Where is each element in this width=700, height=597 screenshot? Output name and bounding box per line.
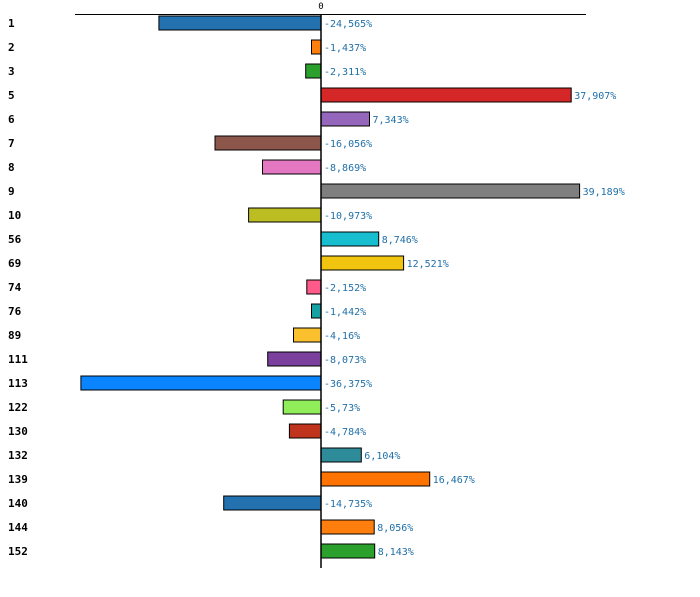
value-label-1: -24,565% [324, 19, 372, 30]
bar-132 [320, 447, 362, 463]
bar-74 [306, 279, 322, 295]
category-label-74: 74 [8, 281, 22, 294]
category-label-89: 89 [8, 329, 21, 342]
value-label-69: 12,521% [407, 259, 449, 270]
value-label-3: -2,311% [324, 67, 366, 78]
category-label-8: 8 [8, 161, 15, 174]
bar-130 [288, 423, 322, 439]
labels-layer: 1 -24,565% 2 -1,437% 3 -2,311% 5 37,907% 6 7,343%… [8, 17, 625, 558]
bar-5 [320, 87, 572, 103]
value-label-89: -4,16% [324, 331, 360, 342]
bar-152 [320, 543, 376, 559]
bar-76 [311, 303, 322, 319]
value-label-56: 8,746% [382, 235, 418, 246]
bar-9 [320, 183, 581, 199]
value-label-2: -1,437% [324, 43, 366, 54]
bar-10 [248, 207, 322, 223]
bar-113 [80, 375, 322, 391]
category-label-10: 10 [8, 209, 21, 222]
category-label-132: 132 [8, 449, 28, 462]
category-label-2: 2 [8, 41, 15, 54]
category-label-69: 69 [8, 257, 21, 270]
bar-122 [282, 399, 322, 415]
bar-1 [158, 15, 322, 31]
bar-144 [320, 519, 375, 535]
value-label-9: 39,189% [583, 187, 625, 198]
bar-3 [305, 63, 322, 79]
value-label-113: -36,375% [324, 379, 372, 390]
value-label-7: -16,056% [324, 139, 372, 150]
category-label-5: 5 [8, 89, 15, 102]
value-label-10: -10,973% [324, 211, 372, 222]
category-label-152: 152 [8, 545, 28, 558]
category-label-1: 1 [8, 17, 15, 30]
bar-139 [320, 471, 431, 487]
value-label-140: -14,735% [324, 499, 372, 510]
value-label-111: -8,073% [324, 355, 366, 366]
bar-8 [262, 159, 322, 175]
value-label-144: 8,056% [377, 523, 413, 534]
value-label-6: 7,343% [373, 115, 409, 126]
category-label-140: 140 [8, 497, 28, 510]
category-label-122: 122 [8, 401, 28, 414]
category-label-7: 7 [8, 137, 15, 150]
category-label-76: 76 [8, 305, 22, 318]
category-label-9: 9 [8, 185, 15, 198]
bar-6 [320, 111, 370, 127]
bar-2 [311, 39, 322, 55]
value-label-130: -4,784% [324, 427, 366, 438]
category-label-113: 113 [8, 377, 28, 390]
bar-56 [320, 231, 380, 247]
value-label-74: -2,152% [324, 283, 366, 294]
category-label-139: 139 [8, 473, 28, 486]
category-label-111: 111 [8, 353, 28, 366]
bar-69 [320, 255, 405, 271]
zero-tick-label: 0 [318, 2, 323, 12]
bars-layer [80, 15, 581, 559]
category-label-3: 3 [8, 65, 15, 78]
bar-89 [293, 327, 322, 343]
bar-7 [214, 135, 322, 151]
bar-140 [223, 495, 322, 511]
value-label-76: -1,442% [324, 307, 366, 318]
value-label-152: 8,143% [378, 547, 414, 558]
value-label-8: -8,869% [324, 163, 366, 174]
value-label-132: 6,104% [364, 451, 400, 462]
category-label-144: 144 [8, 521, 28, 534]
value-label-5: 37,907% [574, 91, 616, 102]
value-label-122: -5,73% [324, 403, 360, 414]
value-label-139: 16,467% [433, 475, 475, 486]
category-label-130: 130 [8, 425, 28, 438]
bar-111 [267, 351, 322, 367]
category-label-6: 6 [8, 113, 15, 126]
category-label-56: 56 [8, 233, 22, 246]
